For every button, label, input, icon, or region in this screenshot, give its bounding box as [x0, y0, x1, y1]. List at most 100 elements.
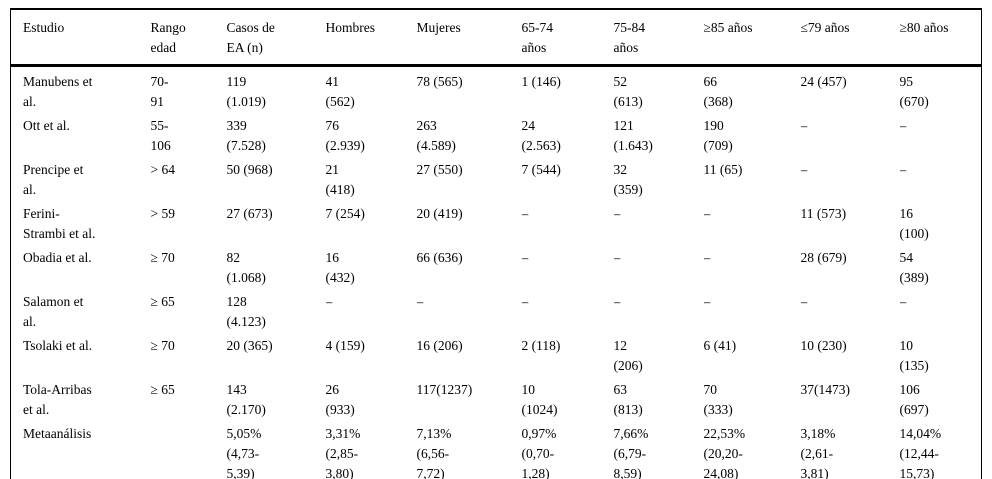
table-cell: Ott et al. — [23, 118, 70, 133]
table-cell: Ferini- Strambi et al. — [23, 206, 96, 241]
header-mujeres: Mujeres — [416, 9, 522, 67]
table-cell: Tola-Arribas et al. — [23, 382, 92, 417]
table-cell: – — [521, 250, 529, 265]
table-cell: 14,04% (12,44- 15,73) — [899, 426, 942, 479]
table-cell: 27 (673) — [226, 206, 273, 221]
table-header: Estudio Rango edad Casos de EA (n) Hombr… — [10, 9, 982, 67]
table-cell: 1 (146) — [521, 74, 561, 89]
table-cell: 106 (697) — [899, 382, 929, 417]
table-cell: Metaanálisis — [23, 426, 92, 441]
header-hombres: Hombres — [325, 9, 417, 67]
table-cell: 3,18% (2,61- 3,81) — [800, 426, 836, 479]
table-cell — [151, 421, 227, 479]
header-row: Estudio Rango edad Casos de EA (n) Hombr… — [10, 9, 982, 67]
table-cell: 55- 106 — [150, 118, 171, 153]
header-casos-ea: Casos de EA (n) — [226, 9, 326, 67]
study-table-container: Estudio Rango edad Casos de EA (n) Hombr… — [10, 8, 982, 479]
table-cell: – — [703, 206, 711, 221]
table-cell: 16 (432) — [325, 250, 355, 285]
header-estudio: Estudio — [10, 9, 151, 67]
table-cell: – — [800, 118, 808, 133]
table-cell: 7 (544) — [521, 162, 561, 177]
header-rango-edad: Rango edad — [150, 9, 227, 67]
table-cell: 28 (679) — [800, 250, 847, 265]
table-row-tola-arribas: Tola-Arribas et al. ≥ 65 143 (2.170) 26 … — [11, 377, 982, 421]
table-cell: 50 (968) — [226, 162, 273, 177]
table-cell: 16 (206) — [416, 338, 463, 353]
table-row-manubens: Manubens et al. 70- 91 119 (1.019) 41 (5… — [11, 66, 982, 114]
table-cell: 11 (65) — [703, 162, 743, 177]
table-cell: – — [703, 294, 711, 309]
table-cell: 27 (550) — [416, 162, 463, 177]
header-le79: ≤79 años — [800, 9, 900, 67]
table-cell: 0,97% (0,70- 1,28) — [521, 426, 557, 479]
table-cell: 128 (4.123) — [226, 294, 266, 329]
table-cell: 4 (159) — [325, 338, 365, 353]
table-cell: 95 (670) — [899, 74, 929, 109]
table-cell: 37(1473) — [800, 382, 851, 397]
table-cell: 10 (1024) — [521, 382, 558, 417]
table-cell: 70- 91 — [150, 74, 169, 109]
table-cell: 82 (1.068) — [226, 250, 266, 285]
table-cell: – — [899, 162, 907, 177]
table-cell: 117(1237) — [416, 382, 473, 397]
table-cell: 24 (2.563) — [521, 118, 561, 153]
table-cell: 20 (419) — [416, 206, 463, 221]
table-cell: 7,13% (6,56- 7,72) — [416, 426, 452, 479]
header-65-74: 65-74 años — [521, 9, 614, 67]
table-row-tsolaki: Tsolaki et al. ≥ 70 20 (365) 4 (159) 16 … — [11, 333, 982, 377]
table-cell: 2 (118) — [521, 338, 561, 353]
header-75-84: 75-84 años — [613, 9, 704, 67]
table-row-ferini-strambi: Ferini- Strambi et al. > 59 27 (673) 7 (… — [11, 201, 982, 245]
table-cell: 7,66% (6,79- 8,59) — [613, 426, 649, 479]
table-cell: 22,53% (20,20- 24,08) — [703, 426, 746, 479]
table-cell: 24 (457) — [800, 74, 847, 89]
table-cell: 32 (359) — [613, 162, 643, 197]
table-cell: 54 (389) — [899, 250, 929, 285]
table-cell: 339 (7.528) — [226, 118, 266, 153]
table-cell: – — [800, 294, 808, 309]
table-cell: 10 (230) — [800, 338, 847, 353]
table-cell: 66 (636) — [416, 250, 463, 265]
header-ge85: ≥85 años — [703, 9, 801, 67]
table-cell: – — [521, 294, 529, 309]
table-cell: 121 (1.643) — [613, 118, 653, 153]
table-cell: 263 (4.589) — [416, 118, 456, 153]
table-cell: 6 (41) — [703, 338, 737, 353]
table-cell: > 59 — [150, 206, 176, 221]
table-cell: 26 (933) — [325, 382, 355, 417]
table-cell: – — [899, 118, 907, 133]
header-ge80: ≥80 años — [899, 9, 982, 67]
table-cell: 11 (573) — [800, 206, 847, 221]
table-cell: 70 (333) — [703, 382, 733, 417]
table-cell: 143 (2.170) — [226, 382, 266, 417]
table-cell: – — [416, 294, 424, 309]
table-cell: 119 (1.019) — [226, 74, 266, 109]
table-row-metaanalisis: Metaanálisis 5,05% (4,73- 5,39) 3,31% (2… — [11, 421, 982, 479]
table-cell: Salamon et al. — [23, 294, 84, 329]
table-cell: 16 (100) — [899, 206, 929, 241]
table-cell: 3,31% (2,85- 3,80) — [325, 426, 361, 479]
table-cell: Prencipe et al. — [23, 162, 84, 197]
table-cell: ≥ 65 — [150, 294, 175, 309]
table-cell: – — [613, 250, 621, 265]
table-cell: 41 (562) — [325, 74, 355, 109]
table-cell: 63 (813) — [613, 382, 643, 417]
table-cell: > 64 — [150, 162, 176, 177]
table-cell: 76 (2.939) — [325, 118, 365, 153]
table-cell: Obadia et al. — [23, 250, 92, 265]
table-row-prencipe: Prencipe et al. > 64 50 (968) 21 (418) 2… — [11, 157, 982, 201]
table-cell: Manubens et al. — [23, 74, 93, 109]
table-cell: 7 (254) — [325, 206, 365, 221]
table-cell: 12 (206) — [613, 338, 643, 373]
study-table: Estudio Rango edad Casos de EA (n) Hombr… — [10, 8, 982, 479]
table-cell: – — [899, 294, 907, 309]
table-body: Manubens et al. 70- 91 119 (1.019) 41 (5… — [11, 66, 982, 479]
table-cell: 5,05% (4,73- 5,39) — [226, 426, 262, 479]
table-cell: – — [613, 206, 621, 221]
table-cell: 190 (709) — [703, 118, 733, 153]
table-cell: 20 (365) — [226, 338, 273, 353]
table-cell: – — [703, 250, 711, 265]
table-cell: – — [521, 206, 529, 221]
